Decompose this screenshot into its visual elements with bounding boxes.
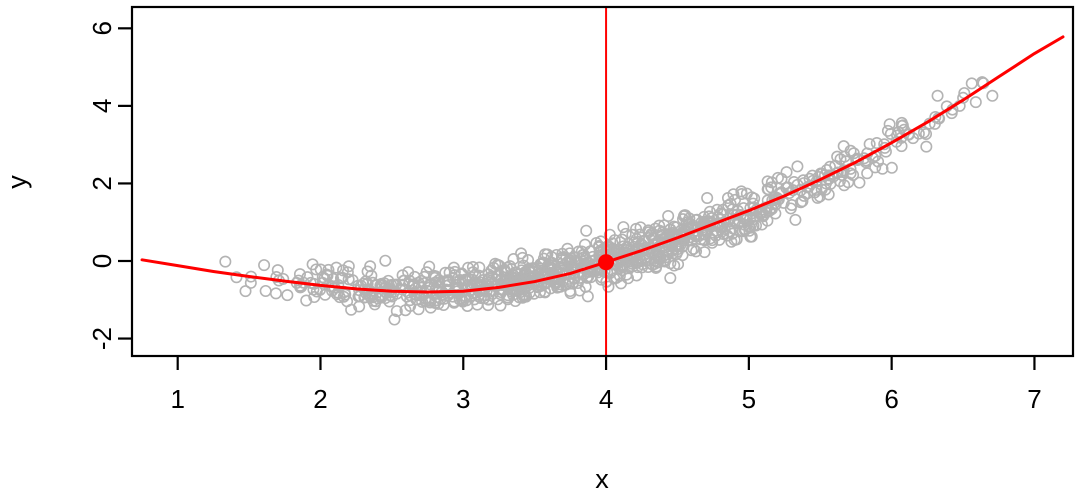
x-tick-label: 5 [742,384,756,414]
y-tick-label: -2 [87,327,117,350]
y-axis-title: y [2,175,32,189]
y-axis-tick-labels: -2 0 2 4 6 [87,21,117,350]
x-axis-tick-labels: 1 2 3 4 5 6 7 [170,384,1041,414]
y-tick-label: 4 [87,99,117,113]
y-tick-label: 6 [87,21,117,35]
x-tick-label: 4 [599,384,613,414]
highlighted-point [598,254,615,271]
x-tick-label: 7 [1027,384,1041,414]
y-axis-ticks [118,27,132,340]
x-tick-label: 6 [884,384,898,414]
plot-frame-box [130,5,1075,358]
x-axis-title: x [595,464,609,494]
y-tick-label: 0 [87,254,117,268]
y-tick-label: 2 [87,176,117,190]
x-axis-ticks [176,356,1036,370]
x-tick-label: 3 [456,384,470,414]
x-tick-label: 1 [170,384,184,414]
x-tick-label: 2 [313,384,327,414]
